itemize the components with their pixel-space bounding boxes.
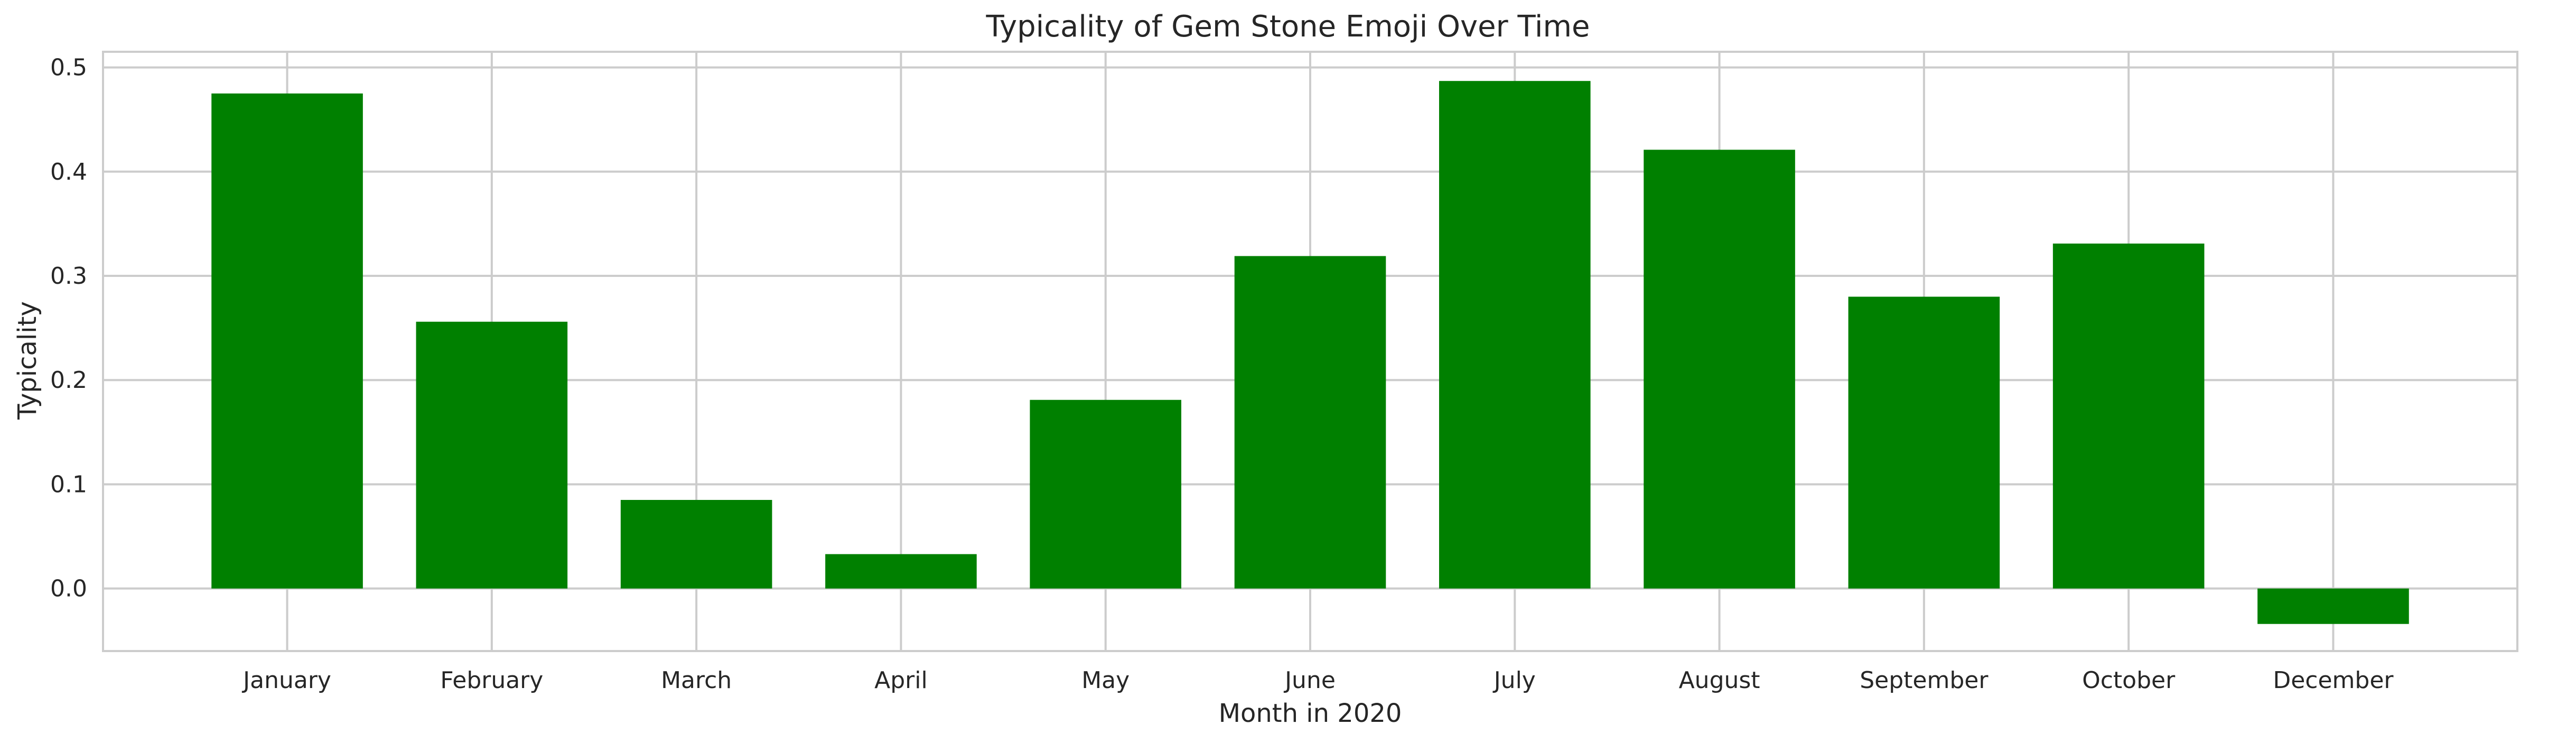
y-tick-labels: 0.0 0.1 0.2 0.3 0.4 0.5 <box>50 54 87 602</box>
x-tick-label: May <box>1081 667 1130 694</box>
bar-june <box>1234 256 1386 589</box>
bar-august <box>1644 150 1795 589</box>
x-tick-label: October <box>2082 667 2176 694</box>
bar-march <box>620 500 772 589</box>
x-tick-labels: January February March April May June July Augu… <box>241 667 2394 694</box>
y-tick-label: 0.0 <box>50 575 87 602</box>
bar-october <box>2052 243 2205 589</box>
x-tick-label: March <box>661 667 732 694</box>
x-tick-label: July <box>1492 667 1536 694</box>
bar-january <box>211 93 363 589</box>
bar-may <box>1030 400 1182 589</box>
bar-february <box>416 321 568 589</box>
x-tick-label: February <box>440 667 543 694</box>
x-tick-label: January <box>241 667 331 694</box>
y-tick-label: 0.4 <box>50 159 87 185</box>
x-tick-label: December <box>2273 667 2394 694</box>
y-tick-label: 0.3 <box>50 263 87 290</box>
plot-frame <box>102 51 2518 652</box>
y-tick-label: 0.5 <box>50 54 87 81</box>
bar-july <box>1439 81 1591 589</box>
y-tick-label: 0.2 <box>50 367 87 394</box>
y-tick-label: 0.1 <box>50 471 87 498</box>
chart-title: Typicality of Gem Stone Emoji Over Time <box>986 10 1590 44</box>
x-tick-label: June <box>1283 667 1336 694</box>
bars <box>211 81 2409 624</box>
bar-april <box>825 554 977 589</box>
x-tick-label: April <box>874 667 928 694</box>
x-tick-label: August <box>1679 667 1760 694</box>
x-tick-label: September <box>1860 667 1989 694</box>
x-axis-label: Month in 2020 <box>1218 699 1402 728</box>
bar-december <box>2257 588 2409 624</box>
bar-september <box>1848 296 2000 589</box>
